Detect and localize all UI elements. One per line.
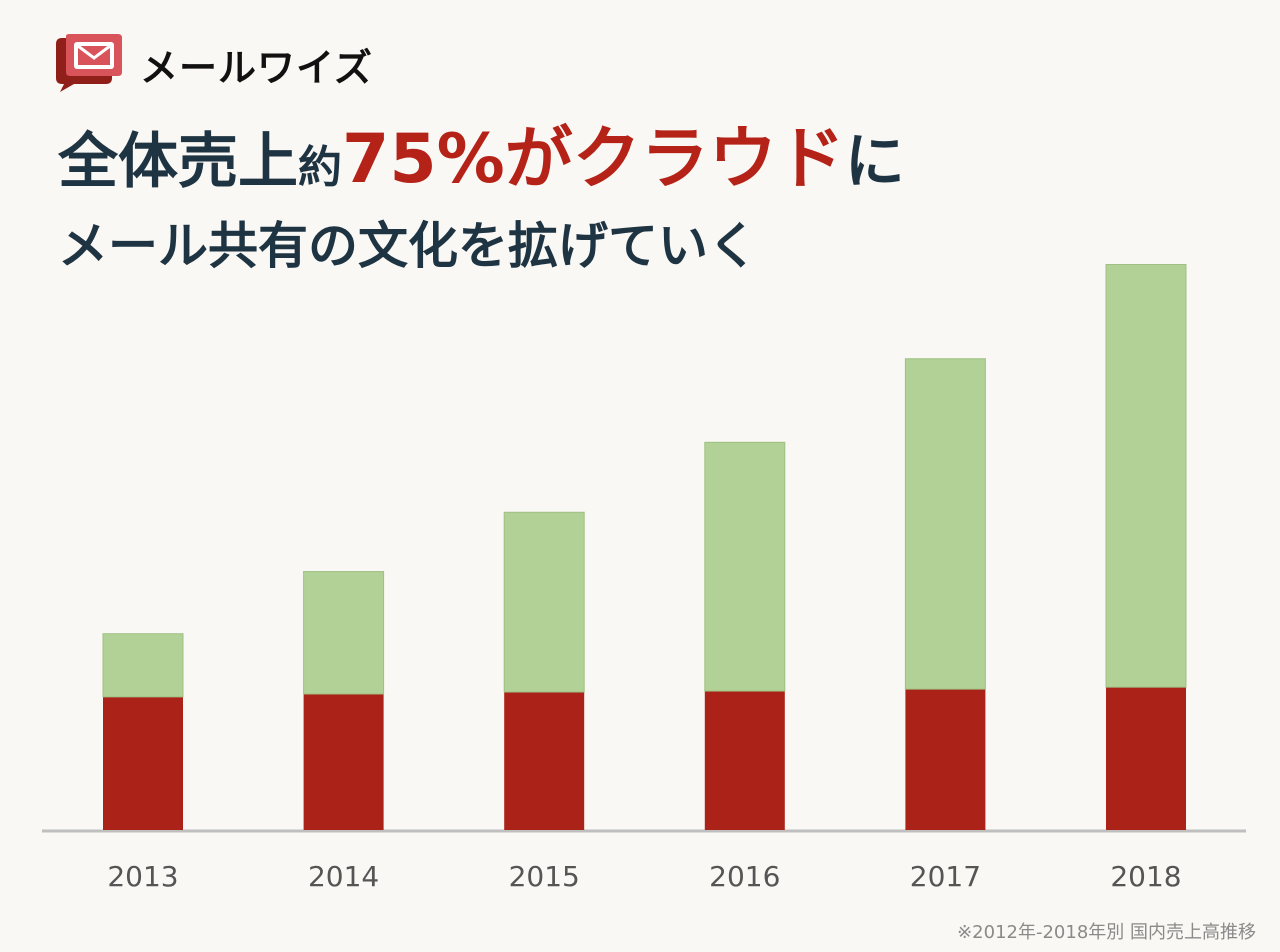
x-tick-label-2014: 2014 (308, 860, 379, 893)
bar-2014-series-2 (303, 571, 385, 695)
bar-2018-series-1 (1106, 687, 1186, 830)
headline-accent: 75%がクラウド (342, 120, 845, 199)
bar-2017-series-1 (905, 689, 986, 830)
headline-small: 約 (298, 142, 342, 193)
bar-2016-series-2 (704, 441, 786, 692)
x-tick-label-2015: 2015 (509, 860, 580, 893)
bar-2018-series-2 (1105, 263, 1187, 688)
brand-name: メールワイズ (140, 45, 373, 90)
x-tick-label-2016: 2016 (709, 860, 780, 893)
bar-2017-series-2 (904, 358, 986, 690)
headline-prefix: 全体売上 (58, 127, 298, 197)
headline-line-1: 全体売上約75%がクラウドに (58, 118, 905, 210)
headline-suffix: に (844, 127, 905, 197)
x-tick-label-2018: 2018 (1110, 860, 1181, 893)
bar-2015-series-1 (504, 692, 585, 830)
brand-logo: メールワイズ (52, 34, 373, 94)
bar-2015-series-2 (503, 511, 585, 693)
bar-2013-series-2 (102, 633, 184, 698)
bar-2014-series-1 (303, 693, 384, 830)
footnote: ※2012年-2018年別 国内売上高推移 (957, 922, 1256, 943)
mail-chat-icon (56, 34, 122, 92)
bar-2013-series-1 (103, 696, 183, 830)
headline: 全体売上約75%がクラウドに メール共有の文化を拡げていく (58, 118, 905, 282)
headline-line-2: メール共有の文化を拡げていく (58, 217, 758, 275)
x-tick-label-2017: 2017 (910, 860, 981, 893)
bar-2016-series-1 (704, 691, 785, 830)
x-tick-label-2013: 2013 (107, 860, 178, 893)
